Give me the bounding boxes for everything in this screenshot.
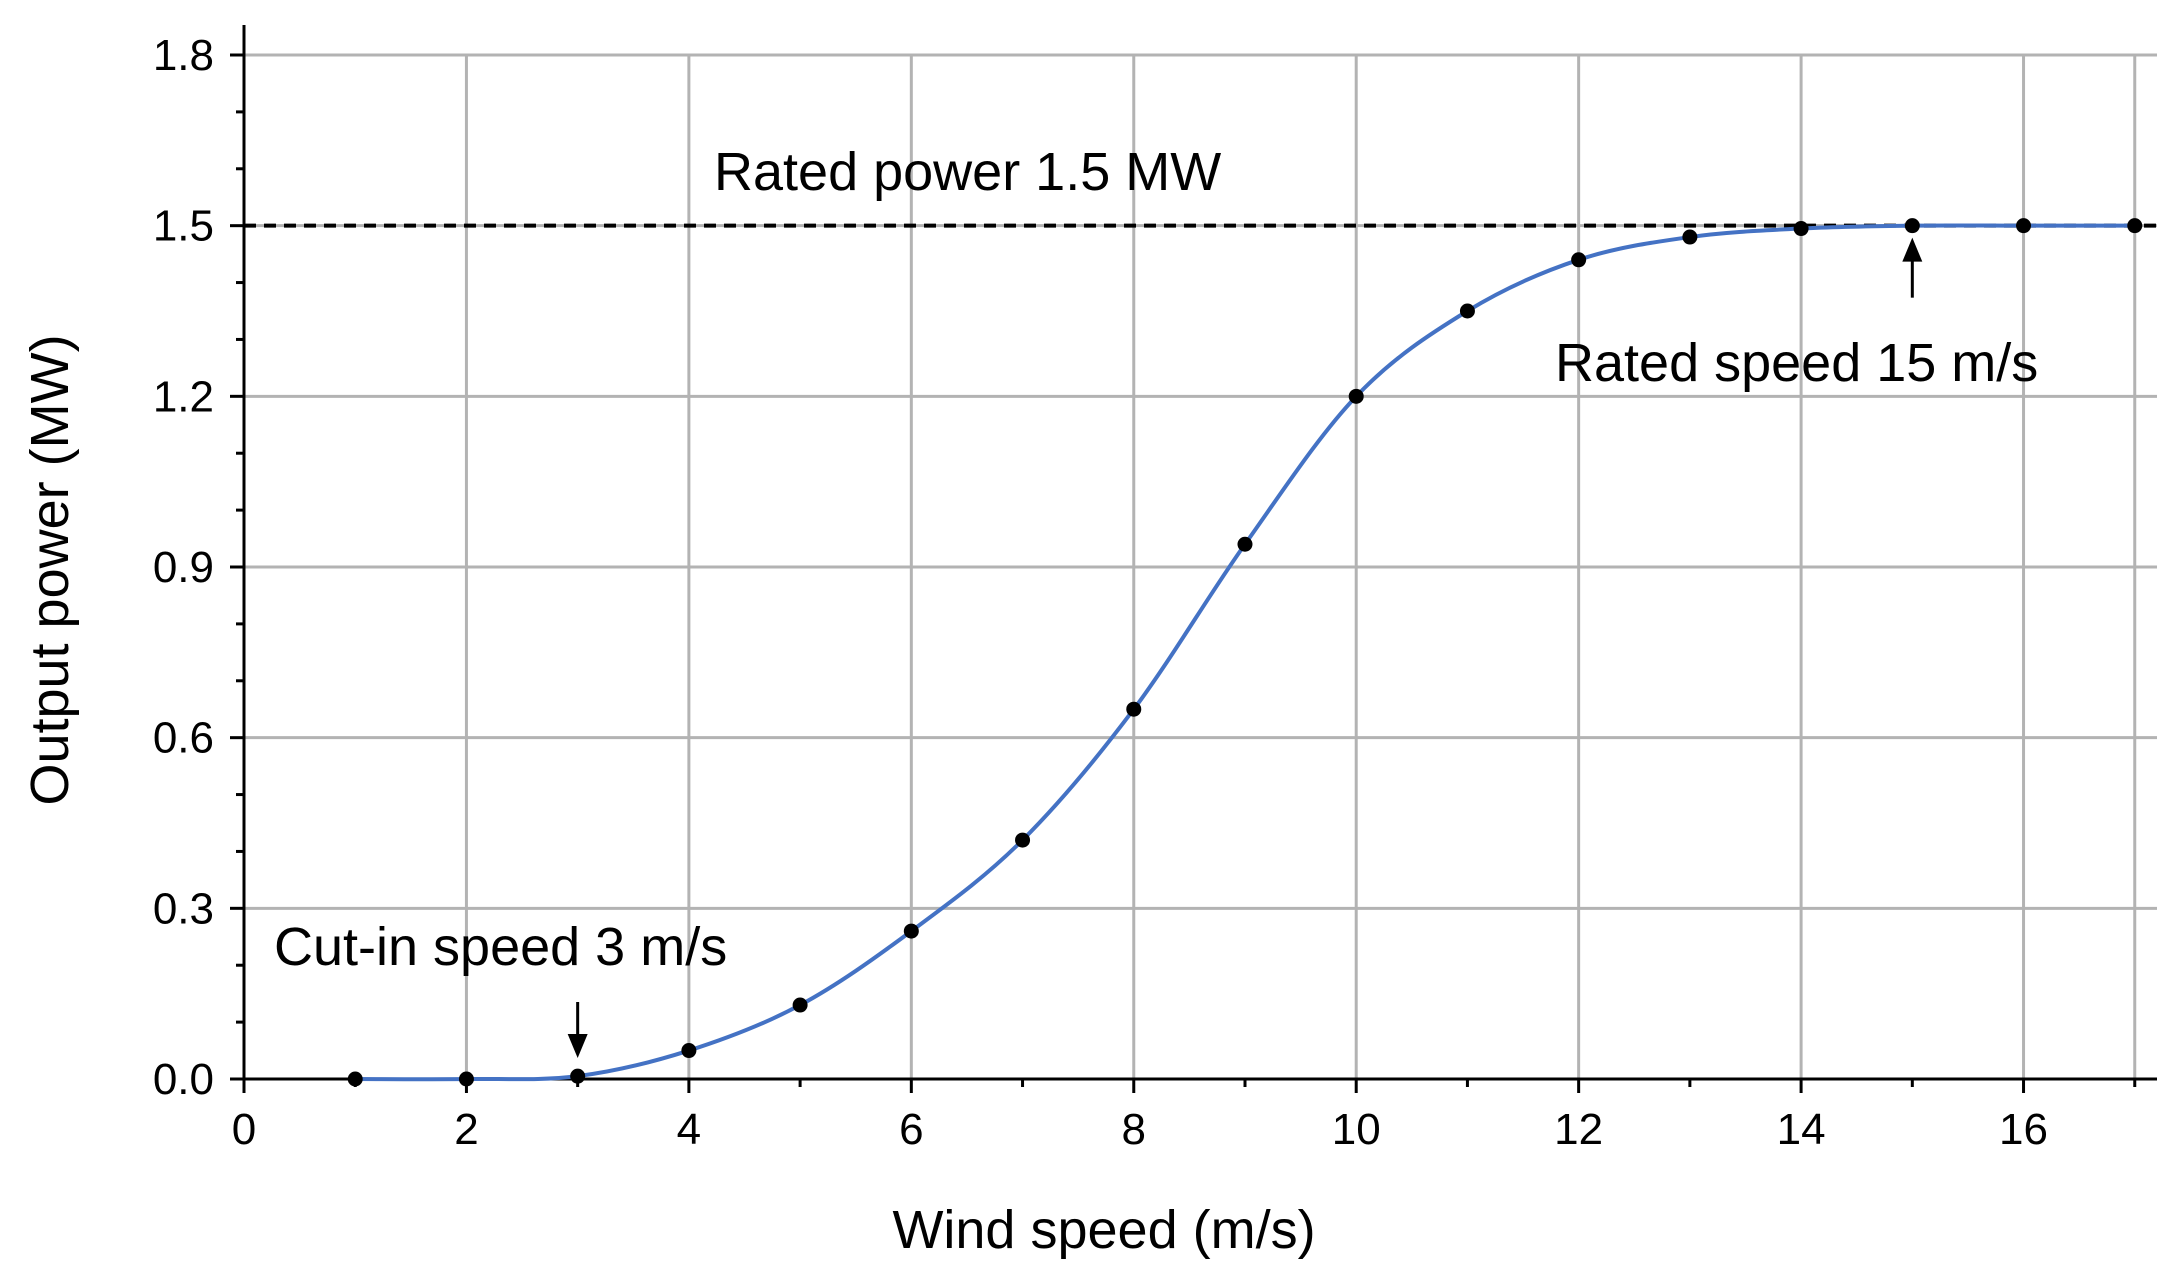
- data-point: [792, 997, 808, 1013]
- x-tick-label: 14: [1777, 1105, 1826, 1154]
- y-tick-label: 0.3: [153, 884, 214, 933]
- x-axis-title: Wind speed (m/s): [892, 1200, 1315, 1260]
- data-point: [1348, 388, 1364, 404]
- rated-power-annotation: Rated power 1.5 MW: [714, 142, 1221, 202]
- annotations: Rated power 1.5 MW Rated speed 15 m/s Cu…: [274, 142, 2038, 1058]
- x-tick-label: 6: [899, 1105, 923, 1154]
- data-point: [2016, 218, 2032, 234]
- x-tick-label: 2: [454, 1105, 478, 1154]
- data-point: [2127, 218, 2143, 234]
- data-point: [903, 923, 919, 939]
- cut-in-arrow-head: [567, 1034, 588, 1058]
- data-point: [458, 1071, 474, 1087]
- data-point: [1682, 229, 1698, 245]
- series-layer: [347, 218, 2143, 1087]
- y-axis-title: Output power (MW): [20, 334, 80, 805]
- data-point: [681, 1043, 697, 1059]
- axes: 0 2 4 6 8 10 12 14 16 0.0 0.3 0.6 0.9 1.2 1.5 1.8: [153, 25, 2157, 1154]
- data-point: [1126, 701, 1142, 717]
- data-point: [1571, 252, 1587, 268]
- data-point: [570, 1068, 586, 1084]
- data-point: [347, 1071, 363, 1087]
- data-point: [1459, 303, 1475, 319]
- y-tick-label: 1.2: [153, 372, 214, 421]
- y-tick-label: 0.0: [153, 1055, 214, 1104]
- x-tick-label: 4: [677, 1105, 701, 1154]
- y-tick-label: 0.6: [153, 714, 214, 763]
- cut-in-speed-annotation: Cut-in speed 3 m/s: [274, 917, 727, 977]
- x-tick-label: 16: [1999, 1105, 2048, 1154]
- data-point: [1015, 832, 1031, 848]
- y-tick-label: 0.9: [153, 543, 214, 592]
- y-tick-label: 1.8: [153, 31, 214, 80]
- power-curve-line: [355, 223, 2135, 1082]
- rated-speed-annotation: Rated speed 15 m/s: [1555, 333, 2038, 393]
- rated-speed-arrow-head: [1902, 237, 1923, 262]
- x-tick-label: 0: [232, 1105, 256, 1154]
- x-tick-label: 8: [1122, 1105, 1146, 1154]
- data-point: [1237, 536, 1253, 552]
- data-point: [1793, 221, 1809, 237]
- data-point: [1904, 218, 1920, 234]
- x-tick-label: 12: [1554, 1105, 1603, 1154]
- x-tick-label: 10: [1332, 1105, 1381, 1154]
- y-tick-label: 1.5: [153, 202, 214, 251]
